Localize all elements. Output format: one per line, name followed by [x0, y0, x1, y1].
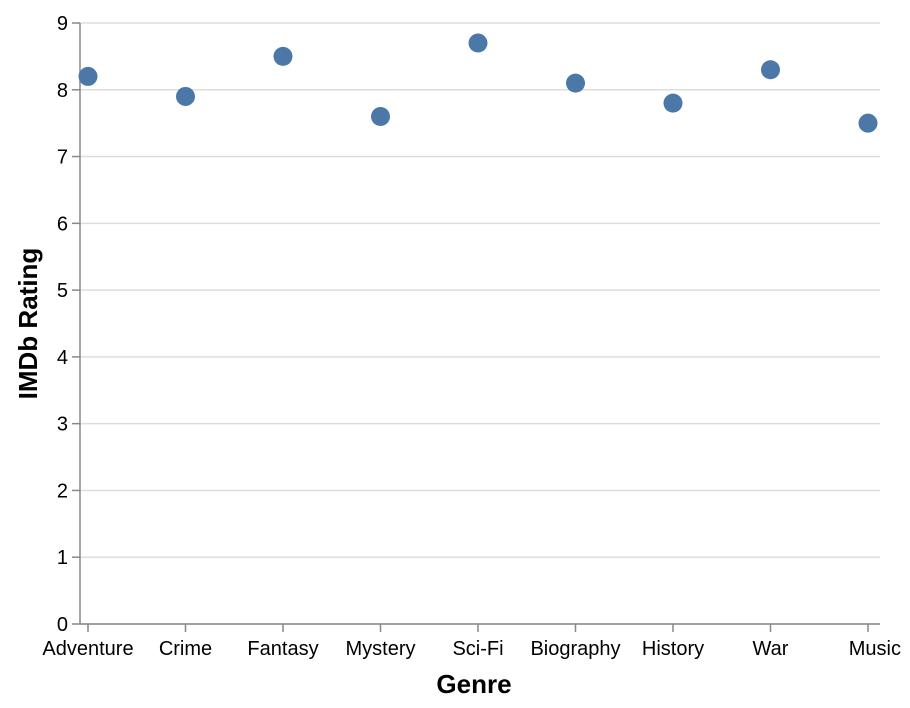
y-tick-label: 0 [57, 614, 68, 636]
y-tick-label: 6 [57, 213, 68, 235]
data-points [78, 33, 878, 133]
data-point-mystery [371, 106, 390, 126]
axes: 0 1 2 3 4 5 6 7 8 9 Adventure Crime Fantasy Mystery Sc… [42, 13, 901, 660]
y-tick-label: 1 [57, 547, 68, 569]
data-point-music [858, 113, 878, 133]
y-tick-label: 7 [57, 147, 68, 169]
x-tick-label: Music [849, 638, 901, 660]
data-point-history [663, 93, 683, 113]
grid [80, 22, 880, 625]
x-tick-label: Fantasy [247, 638, 318, 660]
data-point-crime [176, 86, 195, 106]
y-tick-label: 3 [57, 414, 68, 436]
x-tick-label: Sci-Fi [452, 638, 503, 660]
data-point-adventure [78, 66, 98, 86]
x-tick-label: Biography [530, 638, 620, 660]
data-point-sci-fi [468, 33, 488, 53]
data-point-fantasy [273, 46, 293, 66]
y-tick-label: 5 [57, 280, 68, 302]
y-axis-title: IMDb Rating [13, 248, 43, 400]
x-tick-label: War [753, 638, 789, 660]
x-tick-label: History [642, 638, 704, 660]
x-tick-label: Mystery [346, 638, 416, 660]
data-point-biography [566, 73, 585, 93]
y-tick-label: 8 [57, 80, 68, 102]
y-tick-label: 4 [57, 347, 68, 369]
x-tick-label: Adventure [42, 638, 133, 660]
x-axis-title: Genre [436, 669, 511, 699]
y-tick-label: 2 [57, 480, 68, 502]
data-point-war [761, 60, 780, 80]
x-tick-label: Crime [159, 638, 212, 660]
y-tick-label: 9 [57, 13, 68, 35]
